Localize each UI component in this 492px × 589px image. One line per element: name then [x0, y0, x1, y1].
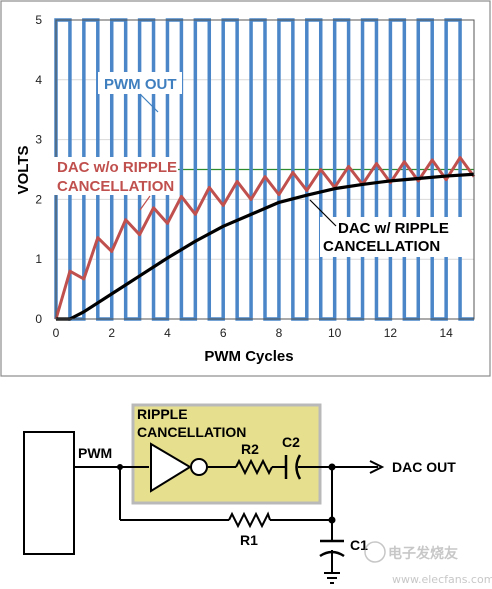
dac-with-label-line1: DAC w/ RIPPLE — [338, 220, 449, 237]
wires — [74, 466, 378, 573]
watermark-line1: 电子发烧友 — [388, 545, 458, 562]
ripple-cancellation-box-border — [131, 403, 322, 505]
pwm-source-block — [23, 431, 75, 555]
junction-node-out — [328, 463, 336, 471]
ripple-title-line1: RIPPLE — [137, 406, 188, 422]
x-tick-label: 10 — [328, 326, 342, 340]
pwm-out-label: PWM OUT — [104, 76, 177, 93]
pwm-label: PWM — [78, 445, 112, 461]
y-tick-label: 4 — [35, 73, 42, 87]
ripple-title-line2: CANCELLATION — [137, 424, 246, 440]
circuit-schematic: RIPPLE CANCELLATION PWM R2 — [23, 403, 492, 586]
c2-capacitor — [284, 454, 302, 480]
watermark-line2: www.elecfans.com — [392, 573, 492, 586]
dac-with-leader — [309, 199, 337, 227]
r2-resistor — [235, 458, 273, 476]
inverter-symbol — [150, 442, 208, 493]
y-tick-label: 5 — [35, 13, 42, 27]
x-tick-labels: 0 2 4 6 8 10 12 14 — [53, 326, 453, 340]
c2-label: C2 — [282, 434, 300, 450]
x-tick-label: 8 — [276, 326, 283, 340]
dac-without-label-line1: DAC w/o RIPPLE — [57, 159, 177, 176]
watermark: 电子发烧友 www.elecfans.com — [364, 541, 492, 586]
x-tick-label: 4 — [164, 326, 171, 340]
dac-with-label-line2: CANCELLATION — [323, 238, 440, 255]
dac-out-label: DAC OUT — [392, 459, 456, 475]
dac-without-label-line2: CANCELLATION — [57, 178, 174, 195]
x-tick-label: 2 — [108, 326, 115, 340]
dac-without-leader — [139, 195, 151, 211]
dac-without-label-bg — [54, 157, 178, 195]
x-tick-label: 0 — [53, 326, 60, 340]
y-tick-label: 3 — [35, 133, 42, 147]
y-tick-label: 2 — [35, 192, 42, 206]
c1-capacitor — [319, 539, 345, 558]
watermark-logo-icon — [364, 541, 386, 563]
r1-label: R1 — [240, 532, 258, 548]
junction-node-left — [117, 464, 123, 470]
y-tick-labels: 0 1 2 3 4 5 — [35, 13, 42, 326]
ground-symbol — [324, 572, 340, 584]
y-tick-label: 1 — [35, 252, 42, 266]
dac-with-cancellation-series — [56, 172, 475, 321]
pwm-out-label-bg — [98, 72, 182, 94]
y-axis-label: VOLTS — [15, 146, 32, 195]
junction-node-r1 — [328, 516, 336, 524]
r1-resistor — [228, 511, 271, 529]
dac-with-label-bg — [320, 217, 470, 257]
x-tick-label: 12 — [384, 326, 398, 340]
c1-label: C1 — [350, 537, 368, 553]
pwm-out-leader — [139, 93, 159, 113]
x-axis-label: PWM Cycles — [204, 348, 293, 365]
x-tick-label: 14 — [439, 326, 453, 340]
dac-without-cancellation-series — [54, 156, 476, 320]
x-tick-label: 6 — [220, 326, 227, 340]
r2-label: R2 — [241, 441, 259, 457]
output-arrow-icon — [369, 460, 385, 474]
y-tick-label: 0 — [35, 312, 42, 326]
